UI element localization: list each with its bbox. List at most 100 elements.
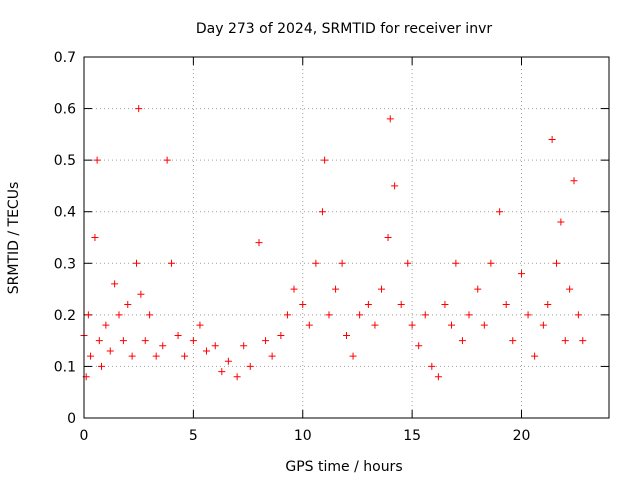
data-point (93, 156, 101, 164)
data-point (290, 285, 298, 293)
data-point (163, 156, 171, 164)
data-point (421, 311, 429, 319)
data-point (441, 301, 449, 309)
data-point (196, 321, 204, 329)
data-point (496, 208, 504, 216)
data-point (168, 259, 175, 267)
y-axis-label: SRMTID / TECUs (6, 182, 22, 295)
data-point (262, 337, 270, 345)
data-point (574, 311, 582, 319)
data-point (452, 259, 460, 267)
data-point (174, 331, 182, 339)
data-point (189, 337, 197, 345)
data-point (98, 362, 105, 370)
data-point (181, 352, 189, 360)
axis-ticks: 0 0.1 0.2 0.3 0.4 0.5 0.6 0.7 0 5 10 15 20 (54, 50, 609, 444)
y-tick-label: 0.3 (54, 256, 76, 272)
data-point (518, 270, 525, 278)
data-point (299, 301, 307, 309)
data-point (465, 311, 473, 319)
x-tick-label: 5 (189, 428, 198, 444)
x-tick-label: 10 (294, 428, 312, 444)
y-tick-label: 0.6 (54, 102, 76, 118)
x-tick-label: 15 (403, 428, 421, 444)
data-point (408, 321, 416, 329)
data-point (128, 352, 136, 360)
data-point (124, 301, 132, 309)
data-point (338, 259, 346, 267)
data-point (141, 337, 149, 345)
data-point (397, 301, 405, 309)
data-point (566, 285, 574, 293)
data-point (312, 259, 320, 267)
data-point (404, 259, 412, 267)
data-point (524, 311, 532, 319)
data-point (356, 311, 364, 319)
data-point (325, 311, 333, 319)
data-point (448, 321, 455, 329)
y-tick-label: 0.1 (54, 359, 76, 375)
data-point (137, 290, 145, 298)
data-point (553, 259, 560, 267)
data-point (84, 311, 92, 319)
data-point (115, 311, 123, 319)
data-point (111, 280, 119, 288)
data-point (502, 301, 510, 309)
data-point (480, 321, 488, 329)
data-point (474, 285, 482, 293)
plot-frame (83, 56, 610, 419)
data-point (343, 331, 350, 339)
data-point (509, 337, 517, 345)
y-tick-label: 0 (67, 411, 76, 427)
data-point (332, 285, 340, 293)
data-point (458, 337, 466, 345)
data-point (102, 321, 110, 329)
data-point (246, 362, 254, 370)
y-tick-label: 0.7 (54, 50, 76, 66)
data-point (87, 352, 95, 360)
chart-title: Day 273 of 2024, SRMTID for receiver inv… (196, 21, 492, 37)
data-point (255, 239, 263, 247)
data-point (487, 259, 495, 267)
data-point (146, 311, 154, 319)
data-point (386, 115, 394, 123)
data-point (318, 208, 326, 216)
data-point (384, 234, 392, 241)
data-point (557, 218, 565, 226)
data-point (152, 352, 160, 360)
data-point (283, 311, 291, 319)
data-point (233, 373, 241, 381)
data-point (224, 357, 232, 365)
grid-lines (84, 57, 609, 418)
data-point (539, 321, 547, 329)
y-tick-label: 0.2 (54, 308, 76, 324)
data-point (135, 105, 143, 113)
data-point (268, 352, 276, 360)
data-point (106, 347, 114, 355)
data-point (570, 177, 578, 185)
data-point (203, 347, 210, 355)
data-point (371, 321, 379, 329)
data-point (531, 352, 539, 360)
x-tick-label: 0 (80, 428, 89, 444)
data-point (305, 321, 313, 329)
data-point (364, 301, 372, 309)
data-point (561, 337, 569, 345)
data-point (415, 342, 423, 350)
data-points (80, 105, 587, 381)
data-point (378, 285, 385, 293)
data-point (240, 342, 248, 350)
data-point (579, 337, 587, 345)
data-point (211, 342, 219, 350)
x-axis-label: GPS time / hours (285, 459, 402, 475)
data-point (133, 259, 140, 267)
y-tick-label: 0.5 (54, 153, 76, 169)
data-point (119, 337, 127, 345)
data-point (434, 373, 442, 381)
y-tick-label: 0.4 (54, 205, 76, 221)
data-point (391, 182, 399, 190)
x-tick-label: 20 (513, 428, 531, 444)
data-point (91, 234, 99, 241)
